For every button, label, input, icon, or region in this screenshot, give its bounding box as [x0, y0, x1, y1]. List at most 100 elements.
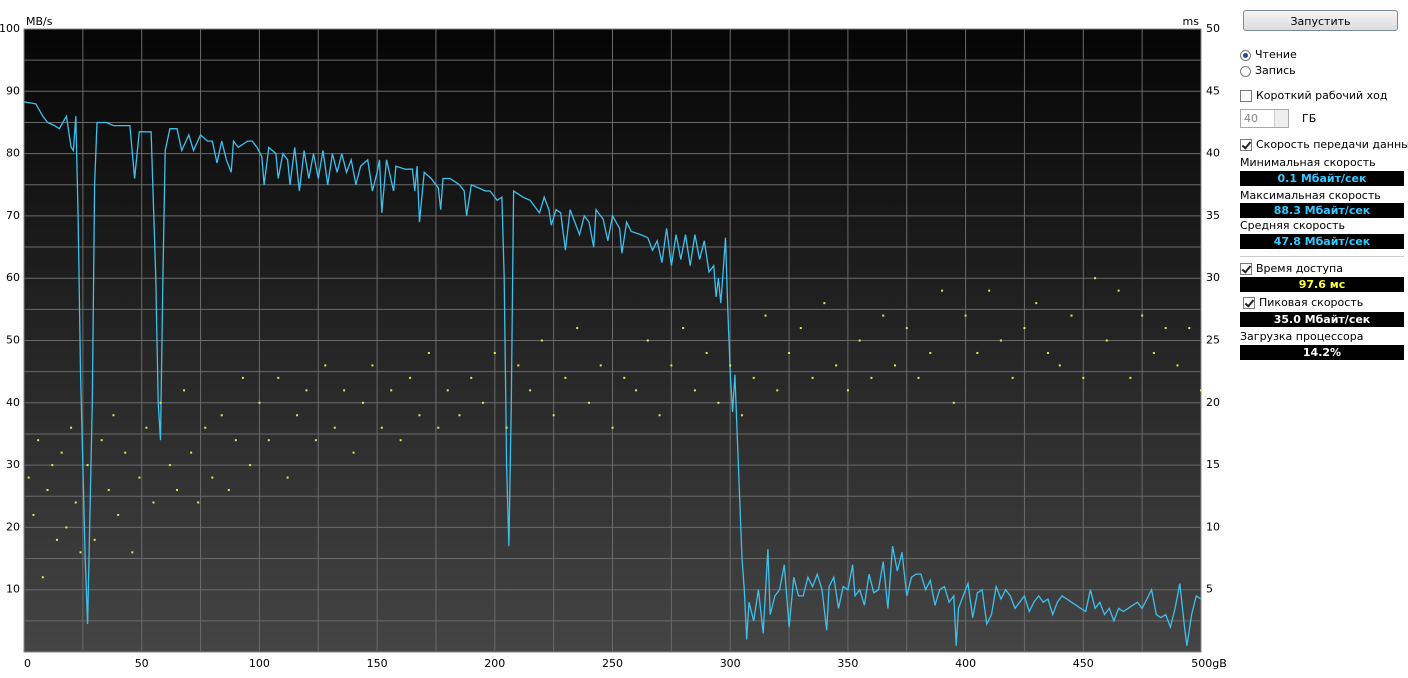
access-time-point	[952, 401, 955, 404]
access-time-point	[220, 414, 223, 417]
access-time-point	[324, 364, 327, 367]
checkbox[interactable]	[1240, 139, 1252, 151]
access-time-point	[599, 364, 602, 367]
stat-value: 47.8 Мбайт/сек	[1240, 234, 1404, 249]
x-tick-label: 150	[367, 657, 388, 670]
access-time-point	[976, 351, 979, 354]
access-time-point	[159, 401, 162, 404]
access-time-point	[1200, 389, 1202, 392]
access-time-point	[1141, 314, 1144, 317]
access-time-point	[1011, 376, 1014, 379]
transfer-rate[interactable]: Скорость передачи данных	[1240, 137, 1408, 153]
y-tick-label: 90	[6, 84, 20, 97]
x-tick-label: 350	[837, 657, 858, 670]
access-time-point	[277, 376, 280, 379]
access-time-point	[399, 439, 402, 442]
access-time-point	[1035, 302, 1038, 305]
y2-tick-label: 30	[1206, 271, 1220, 284]
access-time-point	[646, 339, 649, 342]
stat-value: 88.3 Мбайт/сек	[1240, 203, 1404, 218]
access-time-point	[623, 376, 626, 379]
chart: MB/s ms 10 20 30 40 50 60 70 80 90 100 5 10 15 20 25 30…	[0, 15, 1227, 670]
stat-label: Средняя скорость	[1240, 219, 1346, 232]
y2-tick-label: 5	[1206, 583, 1213, 596]
access-time-point	[458, 414, 461, 417]
read-option[interactable]: Чтение	[1240, 47, 1297, 63]
y-tick-label: 80	[6, 147, 20, 160]
burst-rate[interactable]: Пиковая скорость	[1243, 295, 1363, 311]
checkbox-label: Время доступа	[1256, 262, 1343, 275]
access-time-point	[197, 501, 200, 504]
access-time-point	[999, 339, 1002, 342]
access-time-point	[286, 476, 289, 479]
y-axis-label: MB/s	[26, 15, 53, 28]
access-time-point	[893, 364, 896, 367]
start-button[interactable]: Запустить	[1243, 10, 1398, 31]
access-time-point	[1164, 327, 1167, 330]
stat-label: Минимальная скорость	[1240, 156, 1376, 169]
access-time-point	[882, 314, 885, 317]
option-label: Запись	[1255, 64, 1296, 77]
access-time-point	[517, 364, 520, 367]
access-time-point	[917, 376, 920, 379]
x-tick-label: 50	[135, 657, 149, 670]
checkbox[interactable]	[1240, 263, 1252, 275]
access-time-point	[380, 426, 383, 429]
access-time-point	[1058, 364, 1061, 367]
access-time-point	[107, 489, 110, 492]
radio[interactable]	[1240, 49, 1251, 61]
access-time-point	[705, 351, 708, 354]
access-time-point	[314, 439, 317, 442]
access-time-point	[835, 364, 838, 367]
y2-tick-label: 25	[1206, 334, 1220, 347]
access-time-point	[37, 439, 40, 442]
access-time-point	[371, 364, 374, 367]
checkbox[interactable]	[1243, 297, 1255, 309]
y-tick-label: 50	[6, 334, 20, 347]
access-time-point	[227, 489, 230, 492]
access-time-point	[427, 351, 430, 354]
access-time-point	[183, 389, 186, 392]
access-time-point	[1046, 351, 1049, 354]
access-time-point	[846, 389, 849, 392]
option-label: Чтение	[1255, 48, 1297, 61]
access-time-point	[729, 364, 732, 367]
y2-tick-label: 40	[1206, 147, 1220, 160]
y-tick-label: 40	[6, 396, 20, 409]
access-time[interactable]: Время доступа	[1240, 261, 1343, 277]
access-time-point	[1176, 364, 1179, 367]
access-time-point	[1117, 289, 1120, 292]
access-time-point	[540, 339, 543, 342]
y2-tick-label: 45	[1206, 84, 1220, 97]
x-tick-label: 500gB	[1191, 657, 1227, 670]
access-time-point	[587, 401, 590, 404]
y2-tick-label: 15	[1206, 458, 1220, 471]
checkbox[interactable]	[1240, 90, 1252, 102]
access-time-point	[576, 327, 579, 330]
access-time-point	[55, 538, 58, 541]
checkbox-label: Скорость передачи данных	[1256, 138, 1408, 151]
y-tick-label: 20	[6, 520, 20, 533]
access-time-value: 97.6 мс	[1240, 277, 1404, 292]
access-time-point	[1188, 327, 1191, 330]
access-time-point	[112, 414, 115, 417]
access-time-point	[658, 414, 661, 417]
access-time-point	[79, 551, 82, 554]
radio[interactable]	[1240, 65, 1251, 77]
access-time-point	[333, 426, 336, 429]
access-time-point	[941, 289, 944, 292]
access-time-point	[267, 439, 270, 442]
access-time-point	[764, 314, 767, 317]
access-time-point	[717, 401, 720, 404]
y2-tick-label: 50	[1206, 22, 1220, 35]
short-stroke[interactable]: Короткий рабочий ход	[1240, 88, 1387, 104]
access-time-point	[446, 389, 449, 392]
size-input[interactable]: 40	[1240, 109, 1289, 128]
write-option[interactable]: Запись	[1240, 63, 1296, 79]
access-time-point	[788, 351, 791, 354]
x-tick-label: 300	[720, 657, 741, 670]
access-time-point	[100, 439, 103, 442]
access-time-point	[93, 538, 96, 541]
y2-tick-label: 35	[1206, 209, 1220, 222]
